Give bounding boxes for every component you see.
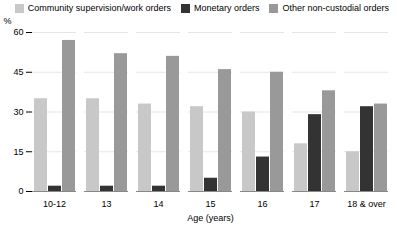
svg-text:0: 0 <box>18 186 23 196</box>
svg-text:17: 17 <box>309 199 319 209</box>
svg-text:%: % <box>4 16 12 26</box>
svg-text:18 & over: 18 & over <box>347 199 386 209</box>
svg-text:13: 13 <box>101 199 111 209</box>
svg-text:45: 45 <box>13 67 23 77</box>
svg-text:15: 15 <box>205 199 215 209</box>
svg-text:15: 15 <box>13 147 23 157</box>
svg-text:30: 30 <box>13 107 23 117</box>
svg-text:Age (years): Age (years) <box>187 213 234 223</box>
html-text:Other non-custodial orders: Other non-custodial orders <box>282 3 389 13</box>
svg-text:10-12: 10-12 <box>43 199 66 209</box>
svg-text:16: 16 <box>257 199 267 209</box>
svg-text:14: 14 <box>153 199 163 209</box>
html-text:Monetary orders: Monetary orders <box>193 3 260 13</box>
html-text:Community supervision/work ord: Community supervision/work orders <box>27 3 171 13</box>
svg-text:60: 60 <box>13 27 23 37</box>
